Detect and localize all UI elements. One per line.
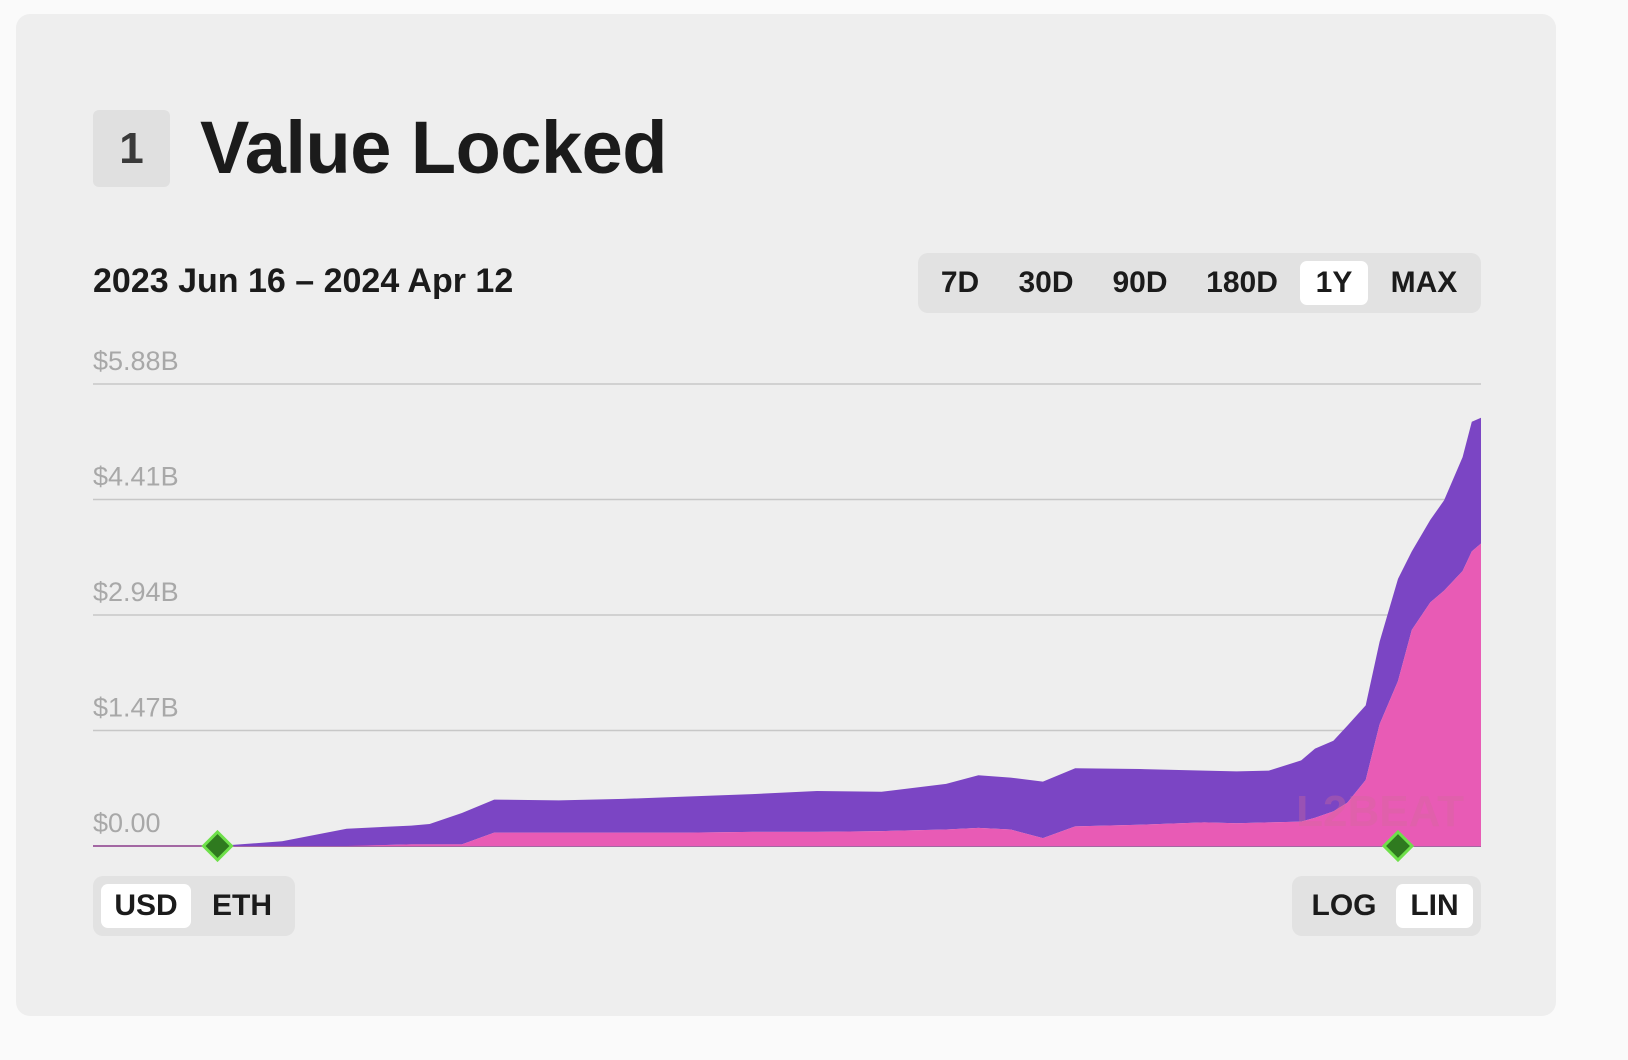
series-top-area (93, 417, 1481, 846)
range-90d-button[interactable]: 90D (1112, 266, 1168, 299)
y-tick-label: $2.94B (93, 577, 179, 607)
range-180d-button[interactable]: 180D (1206, 266, 1278, 299)
eth-button[interactable]: ETH (212, 889, 272, 922)
unit-toggle: USD ETH (93, 876, 295, 936)
lin-button[interactable]: LIN (1396, 884, 1473, 928)
chart-y-ticks: $0.00 $1.47B $2.94B $4.41B $5.88B (93, 346, 179, 838)
series-bottom-area (93, 543, 1481, 846)
chart-areas (93, 417, 1481, 846)
chart-milestones (201, 829, 1415, 863)
section-title: Value Locked (200, 106, 667, 189)
usd-button[interactable]: USD (101, 884, 191, 928)
y-tick-label: $0.00 (93, 808, 161, 838)
time-range-selector: 7D 30D 90D 180D 1Y MAX (918, 253, 1481, 313)
l2beat-watermark: L2BEAT (1296, 787, 1464, 836)
milestone-marker[interactable] (1381, 829, 1415, 863)
tvl-chart: $0.00 $1.47B $2.94B $4.41B $5.88B L2BEAT (93, 346, 1481, 863)
value-locked-card: 1 Value Locked 2023 Jun 16 – 2024 Apr 12… (16, 14, 1556, 1016)
date-range: 2023 Jun 16 – 2024 Apr 12 (93, 262, 514, 300)
log-button[interactable]: LOG (1311, 889, 1377, 922)
y-tick-label: $5.88B (93, 346, 179, 376)
range-1y-button[interactable]: 1Y (1300, 261, 1368, 305)
range-max-button[interactable]: MAX (1390, 266, 1458, 299)
y-tick-label: $1.47B (93, 693, 179, 723)
section-number: 1 (93, 110, 170, 187)
y-tick-label: $4.41B (93, 462, 179, 492)
range-7d-button[interactable]: 7D (940, 266, 980, 299)
range-30d-button[interactable]: 30D (1018, 266, 1074, 299)
milestone-marker[interactable] (201, 829, 234, 863)
scale-toggle: LOG LIN (1292, 876, 1481, 936)
